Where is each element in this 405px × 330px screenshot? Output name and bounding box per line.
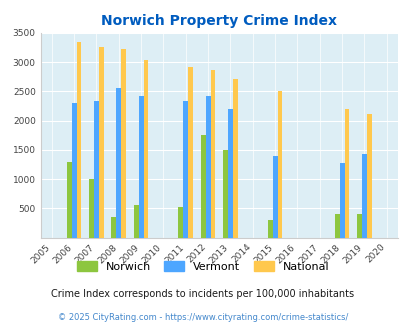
Bar	[232, 79, 237, 238]
Bar	[277, 91, 282, 238]
Bar	[361, 154, 366, 238]
Bar	[200, 135, 205, 238]
Bar	[71, 103, 77, 238]
Bar	[183, 101, 188, 238]
Bar	[222, 150, 227, 238]
Bar	[89, 179, 94, 238]
Title: Norwich Property Crime Index: Norwich Property Crime Index	[101, 14, 337, 28]
Bar	[227, 109, 232, 238]
Bar	[66, 162, 71, 238]
Bar	[334, 214, 339, 238]
Text: © 2025 CityRating.com - https://www.cityrating.com/crime-statistics/: © 2025 CityRating.com - https://www.city…	[58, 313, 347, 322]
Bar	[111, 217, 116, 238]
Bar	[178, 207, 183, 238]
Bar	[99, 47, 104, 238]
Bar	[94, 101, 99, 238]
Bar	[339, 163, 344, 238]
Bar	[267, 220, 272, 238]
Bar	[205, 96, 210, 238]
Bar	[133, 205, 138, 238]
Bar	[143, 60, 148, 238]
Bar	[356, 214, 361, 238]
Bar	[77, 42, 81, 238]
Bar	[366, 114, 371, 238]
Bar	[210, 70, 215, 238]
Bar	[138, 96, 143, 238]
Bar	[121, 50, 126, 238]
Bar	[344, 109, 349, 238]
Bar	[188, 67, 193, 238]
Bar	[116, 88, 121, 238]
Text: Crime Index corresponds to incidents per 100,000 inhabitants: Crime Index corresponds to incidents per…	[51, 289, 354, 299]
Bar	[272, 156, 277, 238]
Legend: Norwich, Vermont, National: Norwich, Vermont, National	[72, 256, 333, 276]
